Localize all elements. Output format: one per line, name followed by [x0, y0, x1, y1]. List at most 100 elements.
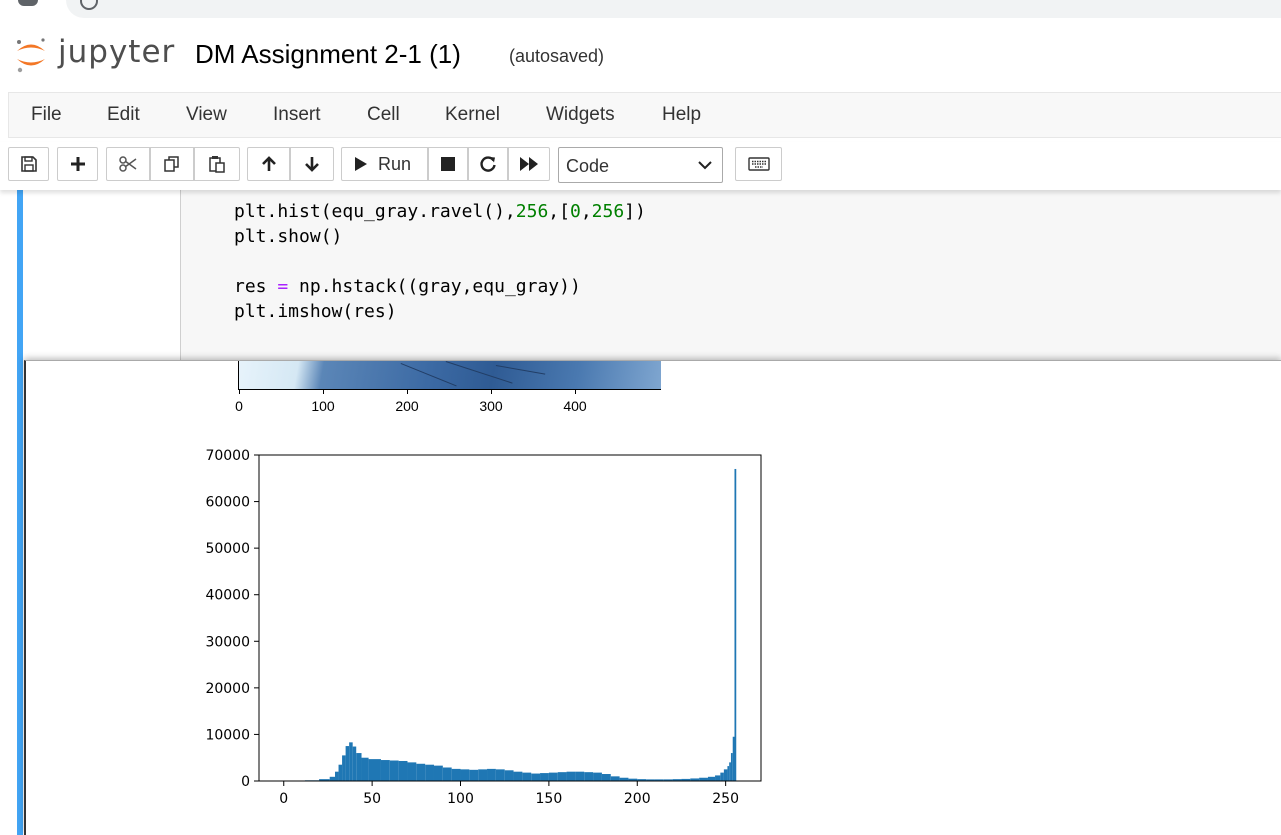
stop-icon — [441, 157, 455, 171]
histogram-bar — [504, 770, 514, 781]
image-x-tick — [407, 389, 408, 394]
image-x-tick-label: 400 — [563, 398, 587, 414]
run-label: Run — [378, 153, 412, 174]
histogram-bar — [730, 753, 733, 781]
histogram-bar — [531, 773, 541, 781]
image-x-tick-label: 0 — [235, 398, 243, 414]
histogram-bar — [342, 755, 346, 781]
cell-selection-bar — [17, 190, 23, 835]
histogram-bar — [425, 764, 434, 781]
histogram-bar — [398, 760, 408, 781]
image-axis-bottom — [238, 389, 661, 390]
menu-cell[interactable]: Cell — [367, 104, 400, 125]
menu-insert[interactable]: Insert — [273, 104, 321, 125]
menu-bar: File Edit View Insert Cell Kernel Widget… — [8, 92, 1281, 138]
run-button[interactable]: Run — [341, 147, 428, 181]
autosave-status: (autosaved) — [509, 46, 605, 66]
histogram-bar — [628, 778, 638, 781]
menu-file[interactable]: File — [31, 104, 62, 125]
histogram-bar — [593, 772, 602, 781]
image-x-tick-label: 200 — [395, 398, 419, 414]
histogram-bar — [729, 762, 731, 781]
y-tick-label: 30000 — [205, 634, 250, 650]
cut-button[interactable] — [106, 147, 150, 181]
histogram-bar — [663, 779, 673, 781]
move-down-button[interactable] — [290, 147, 334, 181]
move-up-icon — [261, 156, 276, 171]
histogram-bar — [345, 746, 350, 781]
x-tick-label: 0 — [279, 791, 288, 807]
histogram-bar — [389, 760, 399, 781]
move-up-button[interactable] — [247, 147, 290, 181]
histogram-bar — [540, 773, 549, 781]
y-tick-label: 10000 — [205, 727, 250, 743]
browser-bar — [0, 0, 1281, 22]
image-x-tick-label: 100 — [311, 398, 335, 414]
y-tick-label: 60000 — [205, 495, 250, 511]
code-cell-input[interactable]: plt.hist(equ_gray.ravel(),256,[0,256]) p… — [180, 190, 1281, 360]
histogram-bar — [610, 776, 620, 781]
cell-type-select[interactable]: Code — [558, 147, 723, 183]
histogram-bar — [433, 765, 443, 781]
histogram-bar — [707, 776, 716, 781]
jupyter-logo-icon — [17, 38, 45, 73]
save-button[interactable] — [8, 147, 49, 181]
tab-fragment-icon — [18, 0, 38, 6]
code-editor[interactable]: plt.hist(equ_gray.ravel(),256,[0,256]) p… — [234, 199, 646, 324]
histogram-bar — [513, 771, 523, 781]
histogram-bar — [681, 778, 691, 781]
y-tick-label: 40000 — [205, 588, 250, 604]
histogram-bar — [723, 769, 728, 781]
restart-button[interactable] — [468, 147, 508, 181]
menu-help[interactable]: Help — [662, 104, 702, 125]
image-x-tick — [239, 389, 240, 394]
toolbar: Run Code — [0, 142, 1281, 190]
chevron-down-icon — [698, 161, 712, 170]
menu-kernel[interactable]: Kernel — [445, 104, 500, 125]
histogram-bar — [522, 772, 532, 781]
histogram-bar — [619, 777, 629, 781]
restart-icon — [480, 156, 496, 172]
image-axis-left — [238, 361, 239, 390]
histogram-bar — [451, 768, 461, 781]
histogram-bar — [575, 771, 585, 781]
menu-edit[interactable]: Edit — [107, 104, 140, 125]
notebook-title[interactable]: DM Assignment 2-1 (1) — [195, 39, 461, 69]
x-tick-label: 100 — [447, 791, 474, 807]
histogram-bar — [548, 772, 558, 781]
histogram-bar — [338, 764, 343, 781]
histogram-bar — [352, 746, 357, 781]
menu-widgets[interactable]: Widgets — [546, 104, 615, 125]
histogram-bar — [637, 779, 647, 781]
keyboard-shortcuts-button[interactable] — [735, 147, 782, 181]
paste-icon — [209, 156, 225, 173]
histogram-bar — [368, 759, 381, 781]
x-tick-label: 200 — [624, 791, 651, 807]
code-line-1: plt.hist(equ_gray.ravel(),256,[0,256]) — [234, 201, 646, 222]
add-cell-button[interactable] — [57, 147, 98, 181]
histogram-bar — [487, 768, 496, 781]
x-tick-label: 250 — [712, 791, 739, 807]
address-bar[interactable] — [66, 0, 1281, 18]
code-line-5: plt.imshow(res) — [234, 301, 397, 322]
histogram-bar — [361, 757, 369, 781]
histogram-bar — [601, 774, 611, 781]
fast-forward-button[interactable] — [508, 147, 550, 181]
stop-button[interactable] — [428, 147, 468, 181]
histogram-bar — [407, 762, 417, 781]
site-info-icon[interactable] — [80, 0, 98, 10]
paste-button[interactable] — [194, 147, 240, 181]
menu-view[interactable]: View — [186, 104, 227, 125]
histogram-bar — [732, 736, 735, 781]
histogram-bar — [319, 779, 330, 781]
histogram-bar — [727, 766, 730, 781]
histogram-bar — [584, 772, 594, 781]
histogram-bar — [646, 779, 655, 781]
copy-icon — [164, 156, 179, 172]
copy-button[interactable] — [150, 147, 194, 181]
histogram-bar — [654, 779, 664, 781]
image-x-tick-label: 300 — [479, 398, 503, 414]
histogram-bar — [416, 763, 426, 781]
histogram-bar — [349, 742, 353, 781]
logo-text: jupyter — [58, 34, 176, 70]
